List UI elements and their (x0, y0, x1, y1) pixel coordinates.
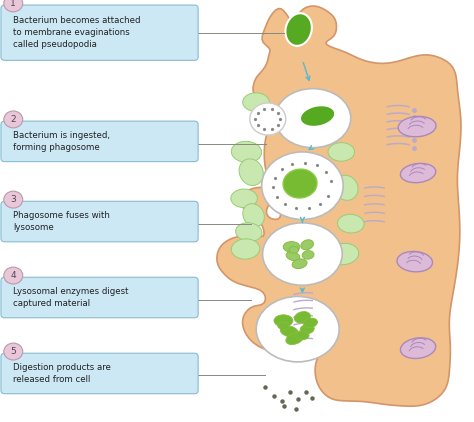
Ellipse shape (294, 311, 310, 323)
Text: Bacterium is ingested,
forming phagosome: Bacterium is ingested, forming phagosome (13, 131, 110, 152)
Ellipse shape (397, 252, 432, 272)
Ellipse shape (239, 159, 264, 186)
Ellipse shape (300, 106, 335, 127)
Ellipse shape (337, 214, 364, 233)
Ellipse shape (401, 338, 436, 359)
Ellipse shape (278, 322, 289, 330)
Text: Bacterium becomes attached
to membrane evaginations
called pseudopodia: Bacterium becomes attached to membrane e… (13, 16, 141, 49)
Text: Phagosome fuses with
lysosome: Phagosome fuses with lysosome (13, 211, 110, 232)
Text: 5: 5 (10, 347, 16, 356)
Ellipse shape (236, 223, 262, 241)
Circle shape (4, 111, 23, 128)
Ellipse shape (401, 163, 436, 183)
Text: 3: 3 (10, 195, 16, 204)
Ellipse shape (280, 326, 298, 337)
Ellipse shape (263, 223, 342, 285)
Ellipse shape (231, 141, 262, 162)
Text: Lysosomal enzymes digest
captured material: Lysosomal enzymes digest captured materi… (13, 287, 129, 308)
Ellipse shape (243, 204, 264, 227)
Ellipse shape (289, 246, 299, 253)
Ellipse shape (301, 240, 313, 250)
Ellipse shape (398, 116, 436, 137)
Ellipse shape (285, 13, 312, 46)
FancyBboxPatch shape (1, 201, 198, 242)
Ellipse shape (300, 325, 314, 334)
Ellipse shape (283, 241, 300, 252)
Ellipse shape (262, 152, 343, 219)
Text: 1: 1 (10, 0, 16, 8)
Ellipse shape (286, 252, 300, 261)
Ellipse shape (296, 331, 309, 340)
Ellipse shape (302, 251, 314, 259)
Ellipse shape (274, 315, 293, 327)
Ellipse shape (275, 89, 351, 148)
Polygon shape (217, 6, 461, 406)
Ellipse shape (334, 175, 358, 200)
Circle shape (4, 191, 23, 208)
Text: 2: 2 (10, 115, 16, 124)
Ellipse shape (292, 259, 307, 268)
Ellipse shape (283, 169, 317, 198)
Text: Digestion products are
released from cell: Digestion products are released from cel… (13, 363, 111, 384)
Circle shape (250, 103, 286, 135)
FancyBboxPatch shape (1, 277, 198, 318)
Ellipse shape (253, 106, 273, 130)
Circle shape (4, 267, 23, 284)
Circle shape (4, 0, 23, 12)
Ellipse shape (231, 189, 257, 208)
Text: 4: 4 (10, 271, 16, 280)
FancyBboxPatch shape (1, 353, 198, 394)
Ellipse shape (303, 318, 318, 327)
Circle shape (4, 343, 23, 360)
Ellipse shape (286, 332, 304, 345)
Ellipse shape (231, 239, 260, 259)
FancyBboxPatch shape (1, 121, 198, 162)
Ellipse shape (328, 143, 355, 161)
Ellipse shape (243, 93, 269, 111)
Ellipse shape (256, 296, 339, 362)
Ellipse shape (328, 243, 359, 265)
FancyBboxPatch shape (1, 5, 198, 60)
